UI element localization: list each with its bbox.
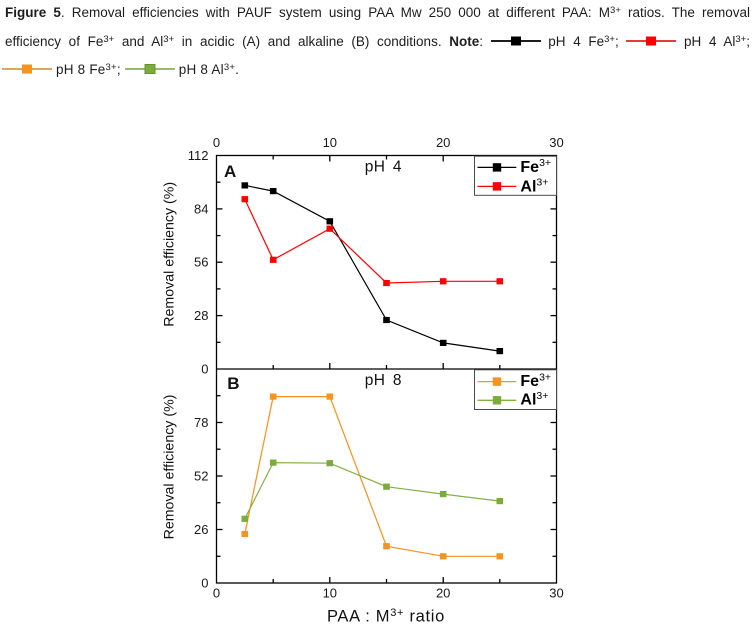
svg-text:PAA : M3+ ratio: PAA : M3+ ratio (327, 607, 445, 626)
svg-text:0: 0 (201, 362, 208, 377)
svg-text:78: 78 (194, 415, 208, 430)
svg-text:10: 10 (323, 586, 337, 601)
svg-text:30: 30 (549, 586, 563, 601)
svg-text:26: 26 (194, 522, 208, 537)
svg-text:20: 20 (436, 135, 450, 150)
svg-text:Removal efficiency (%): Removal efficiency (%) (162, 182, 178, 327)
svg-text:0: 0 (201, 576, 208, 591)
svg-text:Removal efficiency (%): Removal efficiency (%) (162, 395, 178, 540)
svg-text:56: 56 (194, 255, 208, 270)
svg-text:10: 10 (323, 135, 337, 150)
svg-text:0: 0 (213, 135, 220, 150)
svg-text:pH 4: pH 4 (365, 159, 402, 176)
svg-text:pH 8: pH 8 (365, 372, 402, 389)
svg-text:112: 112 (188, 148, 209, 163)
svg-text:20: 20 (436, 586, 450, 601)
svg-text:0: 0 (213, 586, 220, 601)
svg-text:84: 84 (194, 201, 208, 216)
svg-text:B: B (227, 374, 239, 393)
svg-text:30: 30 (549, 135, 563, 150)
svg-text:A: A (224, 162, 236, 181)
svg-text:52: 52 (194, 469, 208, 484)
svg-text:28: 28 (194, 308, 208, 323)
